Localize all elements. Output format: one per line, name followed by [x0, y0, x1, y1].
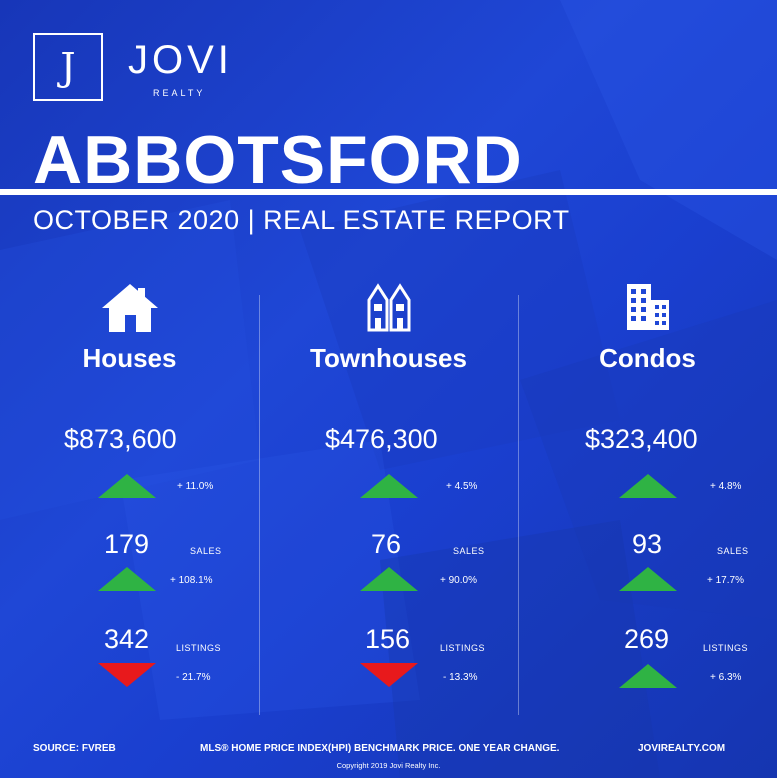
listings-label: LISTINGS [176, 643, 222, 653]
column-title: Townhouses [310, 343, 467, 373]
logo-letter: J [60, 45, 76, 89]
listings-label: LISTINGS [703, 643, 749, 653]
benchmark-price: $476,300 [325, 424, 438, 454]
listings-label: LISTINGS [440, 643, 486, 653]
benchmark-price: $323,400 [585, 424, 698, 454]
benchmark-price: $873,600 [64, 424, 177, 454]
title-underline [0, 189, 777, 195]
condo-building-icon [518, 282, 777, 337]
brand-subtitle: REALTY [153, 88, 206, 98]
listings-count: 342 [104, 624, 150, 654]
logo-monogram: J [33, 33, 103, 101]
house-icon [0, 282, 259, 339]
sales-up-arrow [619, 567, 677, 591]
listings-down-arrow [360, 663, 418, 687]
sales-up-arrow [98, 567, 156, 591]
column-divider [518, 295, 519, 715]
price-up-arrow [360, 474, 418, 498]
condos-column: Condos $323,400 + 4.8% 93 SALES + 17.7% … [518, 280, 777, 720]
sales-label: SALES [190, 546, 222, 556]
sales-count: 76 [371, 529, 402, 559]
column-divider [259, 295, 260, 715]
price-up-arrow [619, 474, 677, 498]
price-up-arrow [98, 474, 156, 498]
brand-name: JOVI [128, 38, 233, 82]
listings-change: - 13.3% [443, 672, 478, 683]
sales-count: 179 [104, 529, 150, 559]
sales-change: + 90.0% [440, 575, 477, 586]
sales-label: SALES [717, 546, 749, 556]
listings-change: + 6.3% [710, 672, 742, 683]
sales-change: + 17.7% [707, 575, 744, 586]
methodology-note: MLS® HOME PRICE INDEX(HPI) BENCHMARK PRI… [200, 743, 560, 754]
townhouses-column: Townhouses $476,300 + 4.5% 76 SALES + 90… [259, 280, 518, 720]
sales-count: 93 [632, 529, 663, 559]
city-title: ABBOTSFORD [33, 122, 523, 198]
sales-change: + 108.1% [170, 575, 213, 586]
sales-up-arrow [360, 567, 418, 591]
report-subtitle: OCTOBER 2020 | REAL ESTATE REPORT [33, 205, 570, 235]
column-title: Condos [599, 343, 696, 373]
houses-column: Houses $873,600 + 11.0% 179 SALES + 108.… [0, 280, 259, 720]
sales-label: SALES [453, 546, 485, 556]
listings-count: 269 [624, 624, 670, 654]
listings-down-arrow [98, 663, 156, 687]
townhouse-icon [259, 282, 518, 337]
column-title: Houses [82, 343, 177, 373]
website-link[interactable]: JOVIREALTY.COM [638, 743, 726, 754]
listings-up-arrow [619, 664, 677, 688]
source-note: SOURCE: FVREB [33, 743, 116, 754]
listings-change: - 21.7% [176, 672, 211, 683]
price-change: + 4.8% [710, 481, 742, 492]
copyright-text: Copyright 2019 Jovi Realty Inc. [336, 761, 441, 770]
price-change: + 4.5% [446, 481, 478, 492]
price-change: + 11.0% [177, 481, 214, 492]
listings-count: 156 [365, 624, 411, 654]
